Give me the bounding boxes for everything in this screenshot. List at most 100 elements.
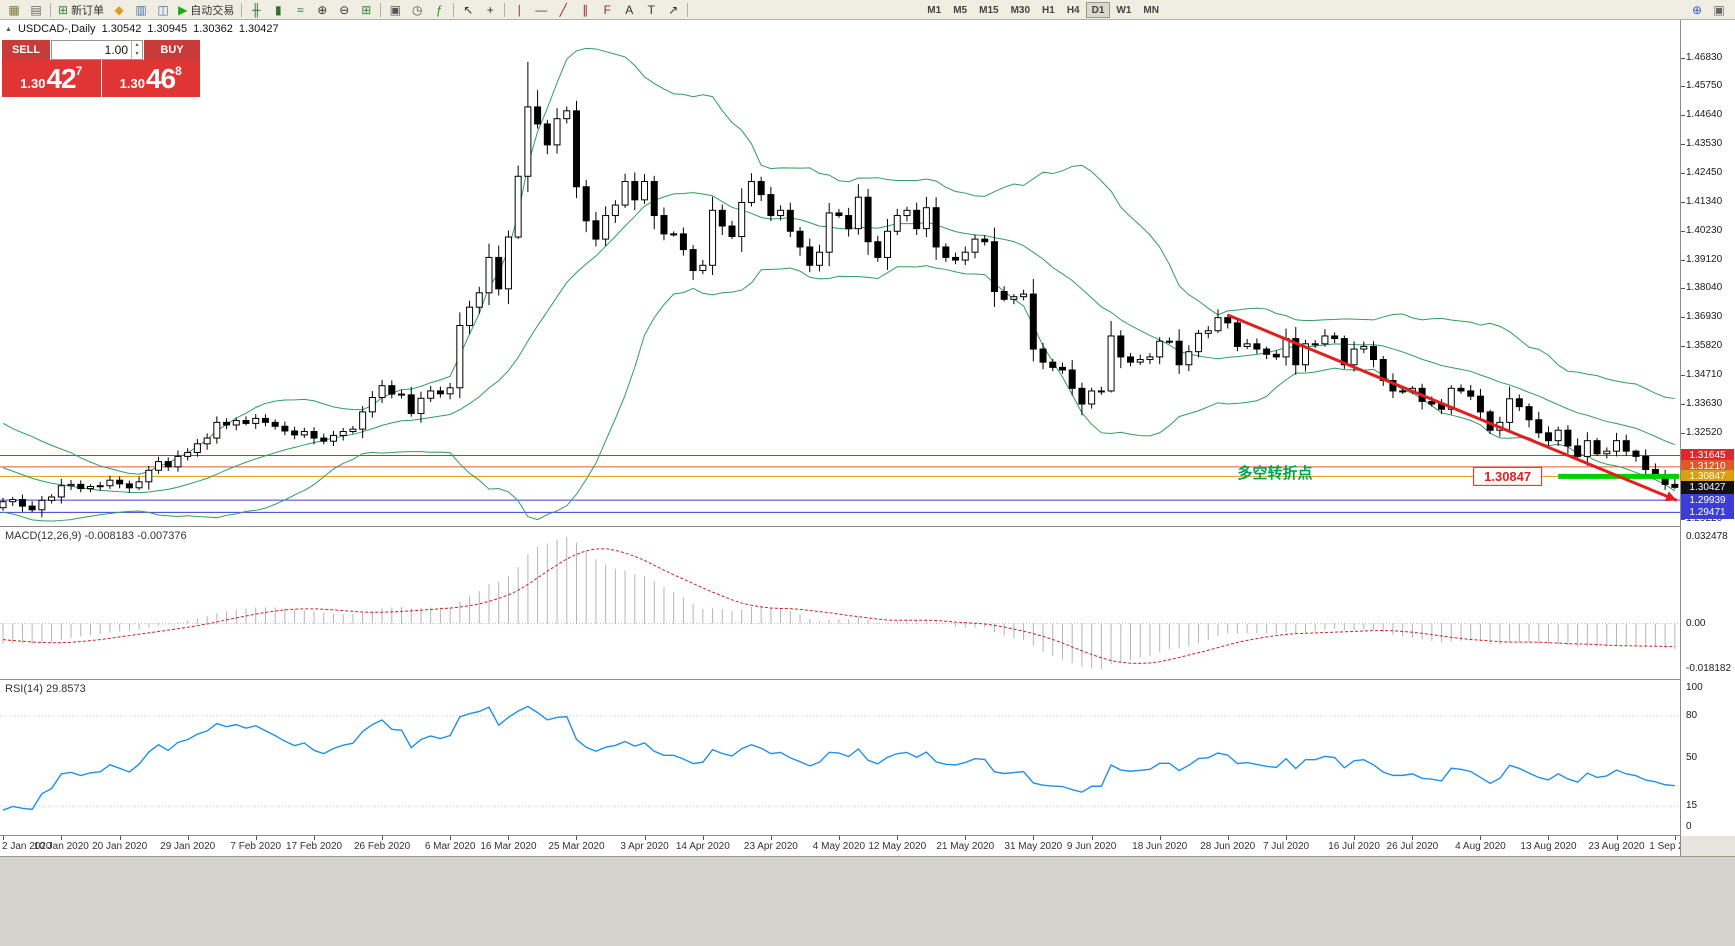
volume-value[interactable]: 1.00 <box>104 43 128 57</box>
panel-separator[interactable] <box>0 526 1735 527</box>
sell-price-button[interactable]: 1.30 42 7 <box>2 60 101 97</box>
ohlc-low: 1.30362 <box>193 23 233 35</box>
price-tag-1.30427: 1.30427 <box>1681 480 1734 494</box>
trendline-arrow-icon <box>1664 491 1677 502</box>
time-axis-tick <box>255 836 257 840</box>
tab-timeframe-m30[interactable]: M30 <box>1010 4 1031 16</box>
time-axis[interactable]: 2 Jan 2020 10 Jan 2020 20 Jan 2020 29 Jan 2… <box>0 836 1735 856</box>
time-axis-label: 12 May 2020 <box>868 841 927 852</box>
time-axis-tick <box>1159 836 1161 840</box>
horizontal-lines[interactable] <box>0 454 1680 513</box>
new-order-button[interactable]: ⊞ 新订单 <box>54 1 108 18</box>
toolbar-separator <box>241 2 243 17</box>
time-axis-label: 6 Mar 2020 <box>424 841 476 852</box>
tile-windows-icon[interactable]: ⊞ <box>355 1 377 18</box>
vertical-line-icon[interactable]: ∣ <box>508 1 530 18</box>
indicators-icon: ƒ <box>435 2 443 17</box>
rsi-axis-label: 0 <box>1686 821 1692 832</box>
zoom-tool-icon[interactable]: ⊕ <box>1686 1 1708 18</box>
symbol-ohlc-line: ▲ USDCAD-,Daily 1.30542 1.30945 1.30362 … <box>5 23 279 35</box>
sell-button[interactable]: SELL <box>2 40 50 60</box>
candles <box>0 61 1679 518</box>
time-axis-tick <box>1354 836 1356 840</box>
price-axis-dash <box>1681 259 1685 261</box>
time-axis-label: 4 Aug 2020 <box>1455 841 1506 852</box>
data-window-icon[interactable]: ◫ <box>152 1 174 18</box>
bar-chart-icon: ╫ <box>252 2 261 17</box>
text-icon: A <box>625 2 634 17</box>
time-axis-tick <box>61 836 63 840</box>
auto-trading-button[interactable]: ▶ 自动交易 <box>174 1 238 18</box>
tab-timeframe-m15[interactable]: M15 <box>979 4 999 16</box>
time-axis-label: 31 May 2020 <box>1004 841 1063 852</box>
panel-separator[interactable] <box>0 679 1735 680</box>
price-axis-dash <box>1681 432 1685 434</box>
volume-up-icon[interactable]: ▴ <box>135 42 139 48</box>
time-axis-tick <box>119 836 121 840</box>
buy-button[interactable]: BUY <box>144 40 200 60</box>
zoom-in-icon[interactable]: ⊕ <box>311 1 333 18</box>
time-axis-tick <box>644 836 646 840</box>
tab-timeframe-m1[interactable]: M1 <box>927 4 942 16</box>
main-chart-panel[interactable]: 多空转折点 1.30847 <box>0 20 1680 526</box>
chart-shift-icon[interactable]: ◷ <box>406 1 428 18</box>
arrows-icon[interactable]: ↗ <box>662 1 684 18</box>
market-watch-icon: ▥ <box>135 2 147 17</box>
price-axis-tick: 1.41340 <box>1686 195 1723 207</box>
sell-price-big: 42 <box>46 62 76 94</box>
new-chart-icon: ▦ <box>8 2 20 17</box>
market-watch-icon[interactable]: ▥ <box>130 1 152 18</box>
tab-timeframe-m5[interactable]: M5 <box>953 4 968 16</box>
oneclick-collapse-icon[interactable]: ▲ <box>5 25 12 33</box>
zoom-out-icon[interactable]: ⊖ <box>333 1 355 18</box>
macd-axis-label: -0.018182 <box>1686 663 1732 674</box>
help-icon[interactable]: ▣ <box>1708 1 1730 18</box>
macd-panel[interactable] <box>0 527 1680 679</box>
buy-price-button[interactable]: 1.30 46 8 <box>101 60 200 97</box>
tab-timeframe-h4[interactable]: H4 <box>1066 4 1080 16</box>
price-callout-box[interactable]: 1.30847 <box>1473 466 1543 486</box>
text-icon[interactable]: A <box>618 1 640 18</box>
alerts-icon[interactable]: ◆ <box>108 1 130 18</box>
tab-timeframe-mn[interactable]: MN <box>1143 4 1159 16</box>
fibonacci-icon[interactable]: F <box>596 1 618 18</box>
line-chart-icon[interactable]: ≈ <box>289 1 311 18</box>
axis-corner <box>1680 836 1735 856</box>
time-axis-label: 16 Jul 2020 <box>1328 841 1380 852</box>
tab-timeframe-h1[interactable]: H1 <box>1042 4 1055 16</box>
rsi-panel[interactable] <box>0 680 1680 835</box>
volume-down-icon[interactable]: ▾ <box>135 51 139 57</box>
symbol-period-label: USDCAD-,Daily <box>17 23 96 35</box>
auto-arrange-icon[interactable]: ▣ <box>384 1 406 18</box>
time-axis-tick <box>838 836 840 840</box>
time-axis-label: 7 Feb 2020 <box>230 841 282 852</box>
rsi-line <box>2 705 1675 811</box>
price-axis-tick: 1.35820 <box>1686 340 1723 352</box>
price-axis-tick: 1.38040 <box>1686 282 1723 294</box>
tab-timeframe-w1[interactable]: W1 <box>1116 4 1132 16</box>
downtrend-line[interactable] <box>1227 313 1678 502</box>
buy-price-sup: 8 <box>175 64 182 78</box>
candlestick-chart[interactable]: 多空转折点 1.30847 <box>0 20 1680 526</box>
crosshair-icon[interactable]: + <box>479 1 501 18</box>
ohlc-close: 1.30427 <box>238 23 279 35</box>
volume-stepper[interactable]: 1.00 ▴ ▾ <box>51 40 143 60</box>
candlestick-chart-icon[interactable]: ▮ <box>267 1 289 18</box>
time-axis-label: 1 Sep 2020 <box>1649 841 1701 852</box>
price-axis[interactable] <box>1680 20 1735 836</box>
indicators-icon[interactable]: ƒ <box>428 1 450 18</box>
turning-point-annotation[interactable]: 多空转折点 <box>1237 464 1312 482</box>
objects-group: ∣ ― ╱ ∥ F A T ↗ <box>508 1 684 18</box>
profiles-icon[interactable]: ▤ <box>25 1 47 18</box>
cursor-icon[interactable]: ↖ <box>457 1 479 18</box>
horizontal-line-icon[interactable]: ― <box>530 1 552 18</box>
channel-icon[interactable]: ∥ <box>574 1 596 18</box>
bar-chart-icon[interactable]: ╫ <box>245 1 267 18</box>
time-axis-label: 7 Jul 2020 <box>1262 841 1310 852</box>
new-chart-icon[interactable]: ▦ <box>3 1 25 18</box>
label-icon[interactable]: T <box>640 1 662 18</box>
tab-timeframe-d1[interactable]: D1 <box>1085 1 1111 18</box>
trendline-icon[interactable]: ╱ <box>552 1 574 18</box>
new-order-button: ⊞ <box>58 2 69 17</box>
time-axis-tick <box>508 836 510 840</box>
